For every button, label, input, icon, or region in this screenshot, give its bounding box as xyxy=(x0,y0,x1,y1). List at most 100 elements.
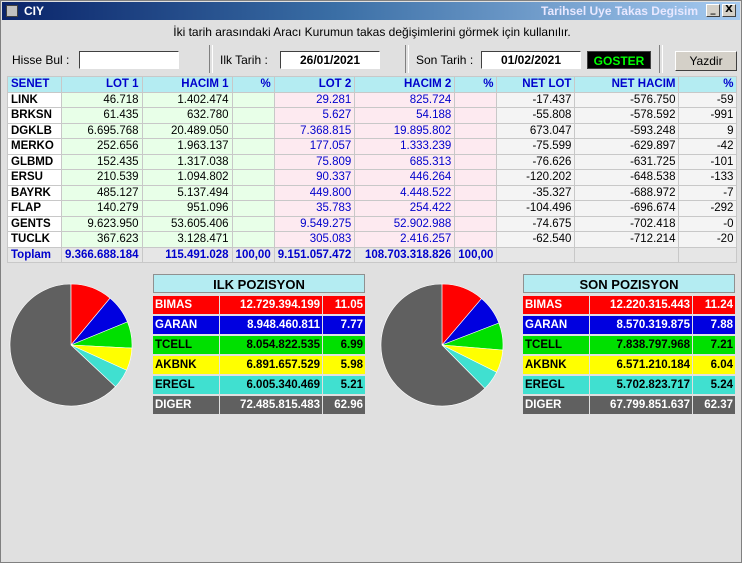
table-row[interactable]: DGKLB 6.695.768 20.489.050 7.368.815 19.895.… xyxy=(7,122,738,139)
total-pct2-cell: 100,00 xyxy=(454,246,498,263)
position-percent: 5.24 xyxy=(693,376,735,394)
position-percent: 7.77 xyxy=(323,316,365,334)
pct2-cell xyxy=(454,122,498,139)
lot1-cell: 367.623 xyxy=(61,231,143,248)
column-header[interactable]: NET LOT xyxy=(496,76,576,93)
goster-button[interactable]: GOSTER xyxy=(587,51,651,69)
hacim2-cell: 54.188 xyxy=(354,107,456,124)
hacim1-cell: 20.489.050 xyxy=(141,122,233,139)
net-lot-cell: -75.599 xyxy=(496,138,576,155)
net-pct-cell: -59 xyxy=(678,91,738,108)
position-symbol: EREGL xyxy=(153,376,219,394)
net-hacim-cell: -696.674 xyxy=(574,200,680,217)
hisse-search-input[interactable] xyxy=(79,51,179,69)
lot2-cell: 29.281 xyxy=(273,91,356,108)
lot1-cell: 252.656 xyxy=(61,138,143,155)
column-header[interactable]: % xyxy=(231,76,275,93)
position-symbol: BIMAS xyxy=(153,296,219,314)
hacim1-cell: 3.128.471 xyxy=(141,231,233,248)
column-header[interactable]: LOT 2 xyxy=(273,76,356,93)
table-row[interactable]: TUCLK 367.623 3.128.471 305.083 2.416.257 -62… xyxy=(7,231,738,248)
total-lot2-cell: 9.151.057.472 xyxy=(273,246,356,263)
column-header[interactable]: SENET xyxy=(7,76,62,93)
hacim2-cell: 446.264 xyxy=(354,169,456,186)
table-row[interactable]: LINK 46.718 1.402.474 29.281 825.724 -17.437-… xyxy=(7,91,738,108)
position-row: GARAN 8.948.460.811 7.77 xyxy=(153,316,365,334)
column-header[interactable]: HACIM 2 xyxy=(354,76,456,93)
table-row[interactable]: BRKSN 61.435 632.780 5.627 54.188 -55.808 -578… xyxy=(7,107,738,124)
window-title: Tarihsel Uye Takas Degisim xyxy=(541,4,698,18)
total-hacim2-cell: 108.703.318.826 xyxy=(354,246,456,263)
total-net-pct-cell xyxy=(678,246,738,263)
ilk-tarih-field[interactable]: 26/01/2021 xyxy=(280,51,380,69)
son-tarih-field[interactable]: 01/02/2021 xyxy=(481,51,581,69)
position-symbol: GARAN xyxy=(523,316,589,334)
table-total-row: Toplam 9.366.688.184 115.491.028 100,00 9.15… xyxy=(7,246,738,263)
column-header[interactable]: % xyxy=(678,76,738,93)
ilk-tarih-label: Ilk Tarih : xyxy=(220,53,268,67)
position-row: BIMAS 12.220.315.443 11.24 xyxy=(523,296,735,314)
table-row[interactable]: GLBMD 152.435 1.317.038 75.809 685.313 -76.62… xyxy=(7,153,738,170)
lot2-cell: 9.549.275 xyxy=(273,215,356,232)
table-row[interactable]: FLAP 140.279 951.096 35.783 254.422 -104.496-… xyxy=(7,200,738,217)
separator xyxy=(405,45,409,73)
position-symbol: AKBNK xyxy=(153,356,219,374)
pct2-cell xyxy=(454,138,498,155)
senet-cell: LINK xyxy=(7,91,62,108)
position-percent: 11.05 xyxy=(323,296,365,314)
table-row[interactable]: BAYRK 485.127 5.137.494 449.800 4.448.522 -35… xyxy=(7,184,738,201)
net-hacim-cell: -593.248 xyxy=(574,122,680,139)
position-symbol: BIMAS xyxy=(523,296,589,314)
pct2-cell xyxy=(454,231,498,248)
column-header[interactable]: HACIM 1 xyxy=(141,76,233,93)
table-header-row: SENET LOT 1 HACIM 1% LOT 2 HACIM 2% NET LOT NE… xyxy=(7,76,738,93)
hacim1-cell: 1.402.474 xyxy=(141,91,233,108)
senet-cell: GLBMD xyxy=(7,153,62,170)
net-lot-cell: -74.675 xyxy=(496,215,576,232)
lot2-cell: 7.368.815 xyxy=(273,122,356,139)
close-button[interactable]: X xyxy=(722,4,736,17)
table-row[interactable]: ERSU 210.539 1.094.802 90.337 446.264 -120.20… xyxy=(7,169,738,186)
pct2-cell xyxy=(454,153,498,170)
table-row[interactable]: GENTS 9.623.950 53.605.406 9.549.275 52.902.… xyxy=(7,215,738,232)
hacim2-cell: 254.422 xyxy=(354,200,456,217)
column-header[interactable]: NET HACIM xyxy=(574,76,680,93)
hacim2-cell: 825.724 xyxy=(354,91,456,108)
minimize-button[interactable]: _ xyxy=(706,4,720,17)
position-percent: 62.37 xyxy=(693,396,735,414)
position-percent: 62.96 xyxy=(323,396,365,414)
net-lot-cell: -17.437 xyxy=(496,91,576,108)
pct1-cell xyxy=(231,184,275,201)
position-value: 8.948.460.811 xyxy=(220,316,322,334)
position-row: BIMAS 12.729.394.199 11.05 xyxy=(153,296,365,314)
position-value: 12.729.394.199 xyxy=(220,296,322,314)
position-symbol: DIGER xyxy=(523,396,589,414)
yazdir-button[interactable]: Yazdir xyxy=(675,51,737,71)
senet-cell: FLAP xyxy=(7,200,62,217)
position-row: TCELL 7.838.797.968 7.21 xyxy=(523,336,735,354)
net-lot-cell: -104.496 xyxy=(496,200,576,217)
table-row[interactable]: MERKO 252.656 1.963.137 177.057 1.333.239 -75… xyxy=(7,138,738,155)
title-bar[interactable]: CIY Tarihsel Uye Takas Degisim _ X xyxy=(2,2,740,20)
position-percent: 6.99 xyxy=(323,336,365,354)
net-pct-cell: -101 xyxy=(678,153,738,170)
net-lot-cell: -35.327 xyxy=(496,184,576,201)
net-lot-cell: -76.626 xyxy=(496,153,576,170)
net-pct-cell: -7 xyxy=(678,184,738,201)
pct2-cell xyxy=(454,215,498,232)
pct2-cell xyxy=(454,184,498,201)
hacim2-cell: 52.902.988 xyxy=(354,215,456,232)
lot1-cell: 61.435 xyxy=(61,107,143,124)
son-tarih-label: Son Tarih : xyxy=(416,53,474,67)
lot2-cell: 90.337 xyxy=(273,169,356,186)
senet-cell: BAYRK xyxy=(7,184,62,201)
column-header[interactable]: LOT 1 xyxy=(61,76,143,93)
hacim1-cell: 1.317.038 xyxy=(141,153,233,170)
hacim1-cell: 1.094.802 xyxy=(141,169,233,186)
son-pozisyon-title: SON POZISYON xyxy=(523,274,735,293)
position-value: 67.799.851.637 xyxy=(590,396,692,414)
hacim2-cell: 685.313 xyxy=(354,153,456,170)
pct1-cell xyxy=(231,200,275,217)
hacim2-cell: 1.333.239 xyxy=(354,138,456,155)
column-header[interactable]: % xyxy=(454,76,498,93)
